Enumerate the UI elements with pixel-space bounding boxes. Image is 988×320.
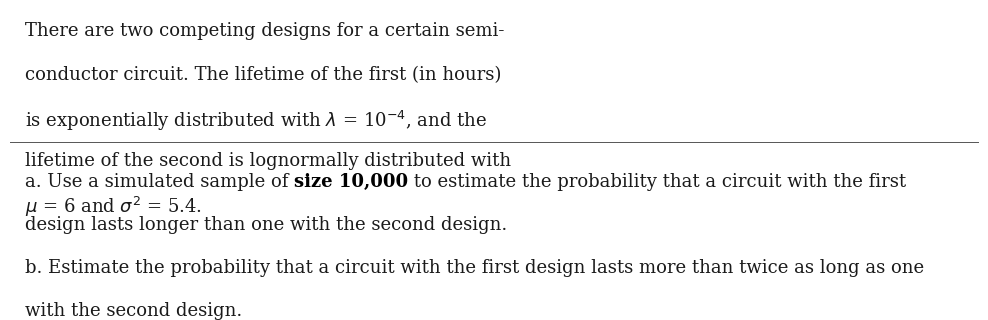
Text: design lasts longer than one with the second design.: design lasts longer than one with the se… <box>25 216 507 234</box>
Text: There are two competing designs for a certain semi-: There are two competing designs for a ce… <box>25 22 504 40</box>
Text: $\mu$ = 6 and $\sigma^2$ = 5.4.: $\mu$ = 6 and $\sigma^2$ = 5.4. <box>25 195 202 219</box>
Text: to estimate the probability that a circuit with the first: to estimate the probability that a circu… <box>408 173 906 191</box>
Text: a. Use a simulated sample of: a. Use a simulated sample of <box>25 173 293 191</box>
Text: conductor circuit. The lifetime of the first (in hours): conductor circuit. The lifetime of the f… <box>25 66 501 84</box>
Text: is exponentially distributed with $\lambda$ = 10$^{-4}$, and the: is exponentially distributed with $\lamb… <box>25 109 486 133</box>
Text: lifetime of the second is lognormally distributed with: lifetime of the second is lognormally di… <box>25 152 511 170</box>
Text: b. Estimate the probability that a circuit with the first design lasts more than: b. Estimate the probability that a circu… <box>25 259 924 277</box>
Text: size 10,000: size 10,000 <box>293 173 408 191</box>
Text: with the second design.: with the second design. <box>25 302 242 320</box>
